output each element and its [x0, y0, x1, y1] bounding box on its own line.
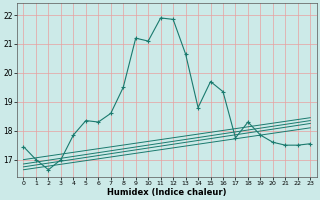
X-axis label: Humidex (Indice chaleur): Humidex (Indice chaleur): [107, 188, 227, 197]
